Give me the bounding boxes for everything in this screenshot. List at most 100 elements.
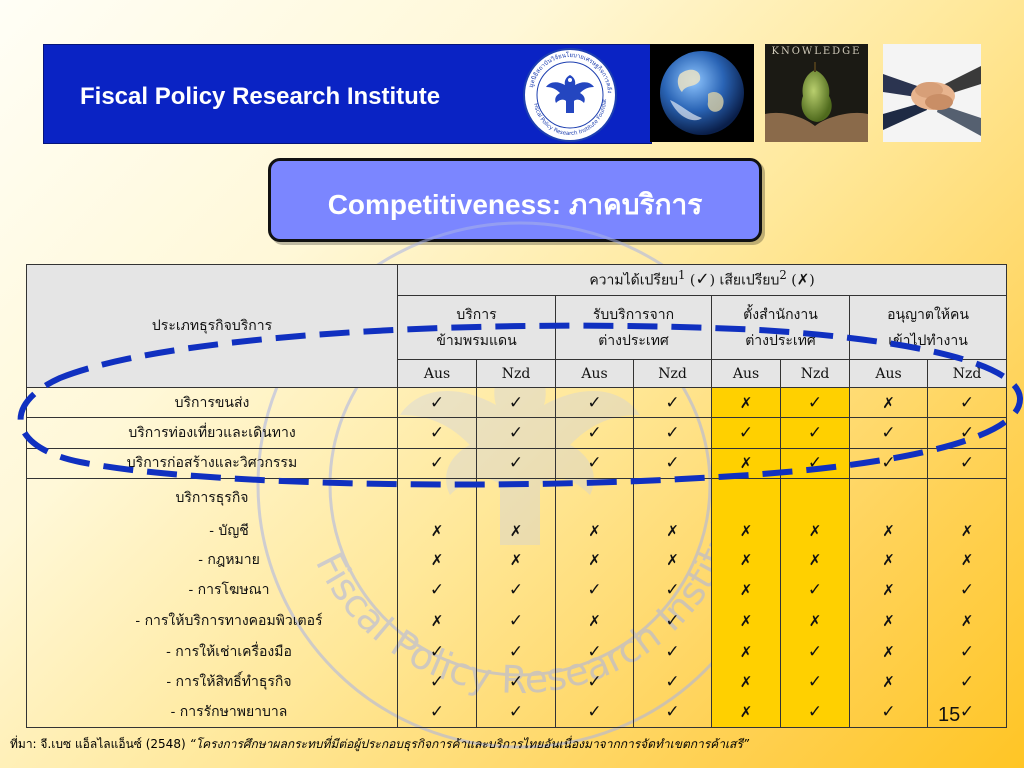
mark-cell: ✗	[555, 544, 634, 576]
check-mark-icon: ✓	[587, 422, 602, 443]
mark-cell: ✗	[849, 386, 928, 419]
table-row: - การให้เช่าเครื่องมือ ✓ ✓ ✓ ✓ ✗ ✓ ✗ ✓	[26, 636, 1008, 667]
mark-cell: ✓	[633, 605, 712, 637]
mark-cell: ✓	[397, 697, 477, 729]
mark-cell: ✗	[555, 516, 634, 545]
service-type-label: - การให้สิทธิ์ทำธุรกิจ	[26, 666, 398, 698]
institute-seal-logo: มูลนิธิสถาบันวิจัยนโยบายเศรษฐกิจการคลัง …	[522, 47, 617, 142]
mark-cell	[849, 477, 928, 517]
mark-cell: ✓	[476, 447, 556, 479]
mark-cell: ✓	[397, 575, 477, 606]
mark-cell: ✗	[849, 544, 928, 576]
cross-mark-icon: ✗	[882, 673, 895, 692]
mark-cell: ✗	[711, 666, 781, 698]
mark-cell: ✗	[711, 516, 781, 545]
mark-cell: ✓	[926, 417, 1008, 449]
mark-cell: ✗	[633, 516, 712, 545]
mark-cell: ✓	[476, 605, 556, 637]
mark-cell: ✓	[849, 697, 928, 729]
check-mark-icon: ✓	[959, 641, 975, 662]
cross-mark-icon: ✗	[739, 393, 753, 412]
mark-cell: ✗	[397, 605, 477, 637]
mark-cell: ✓	[397, 636, 477, 667]
check-mark-icon: ✓	[807, 672, 823, 693]
check-mark-icon: ✓	[587, 392, 602, 413]
check-mark-icon: ✓	[508, 580, 524, 601]
mark-cell: ✗	[849, 666, 928, 698]
knowledge-label: KNOWLEDGE	[771, 46, 862, 57]
mark-cell: ✓	[555, 417, 634, 449]
check-mark-icon: ✓	[881, 422, 896, 443]
mark-cell: ✗	[849, 575, 928, 606]
check-mark-icon: ✓	[587, 453, 602, 474]
mark-cell: ✓	[780, 636, 850, 667]
slide-title: Competitiveness: ภาคบริการ	[327, 189, 703, 220]
mark-cell: ✓	[780, 666, 850, 698]
table-row: - การโฆษณา ✓ ✓ ✓ ✓ ✗ ✓ ✗ ✓	[26, 575, 1008, 606]
check-mark-icon: ✓	[807, 392, 823, 413]
mark-cell: ✓	[555, 636, 634, 667]
mark-cell: ✓	[780, 447, 850, 479]
mark-cell: ✗	[926, 605, 1008, 637]
check-mark-icon: ✓	[959, 453, 975, 474]
service-competitiveness-table: ประเภทธุรกิจบริการ ความได้เปรียบ1 (✓) เส…	[26, 264, 1008, 729]
country-header-aus: Aus	[711, 359, 781, 388]
mark-cell: ✗	[633, 544, 712, 576]
mark-cell: ✓	[397, 666, 477, 698]
advantage-group-header: ความได้เปรียบ1 (✓) เสียเปรียบ2 (✗)	[396, 264, 1008, 296]
check-mark-icon: ✓	[881, 702, 896, 723]
cross-mark-icon: ✗	[666, 550, 679, 569]
cross-mark-icon: ✗	[882, 521, 895, 540]
mark-cell: ✗	[476, 544, 556, 576]
country-header-nzd: Nzd	[633, 359, 712, 388]
mark-cell: ✓	[555, 447, 634, 479]
check-mark-icon: ✓	[508, 453, 524, 474]
check-mark-icon: ✓	[959, 702, 975, 723]
country-header-aus: Aus	[555, 359, 634, 388]
mark-cell	[633, 477, 712, 517]
category-header: บริการ ข้ามพรมแดน	[397, 295, 556, 360]
cross-mark-icon: ✗	[509, 550, 523, 569]
cross-mark-icon: ✗	[882, 393, 895, 412]
table-row: - การให้สิทธิ์ทำธุรกิจ ✓ ✓ ✓ ✓ ✗ ✓ ✗ ✓	[26, 666, 1008, 698]
earth-photo	[650, 44, 754, 142]
mark-cell	[555, 477, 634, 517]
mark-cell: ✓	[926, 636, 1008, 667]
check-mark-icon: ✓	[665, 641, 680, 662]
mark-cell	[780, 477, 850, 517]
check-mark-icon: ✓	[807, 641, 823, 662]
country-header-aus: Aus	[397, 359, 477, 388]
mark-cell: ✗	[397, 544, 477, 576]
mark-cell: ✗	[780, 605, 850, 637]
check-mark-icon: ✓	[429, 702, 445, 723]
source-footnote: ที่มา: จี.เบซ แอ็ลไลแอ็นซ์ (2548) “โครงก…	[10, 735, 1015, 754]
table-row: - การให้บริการทางคอมพิวเตอร์ ✗ ✓ ✗ ✓ ✗ ✗ ✗ ✗	[26, 605, 1008, 637]
service-type-label: บริการท่องเที่ยวและเดินทาง	[26, 417, 398, 449]
cross-mark-icon: ✗	[588, 612, 601, 631]
check-mark-icon: ✓	[665, 453, 680, 474]
earth-globe-image	[650, 44, 754, 142]
check-mark-icon: ✓	[508, 392, 524, 413]
check-mark-icon: ✓	[665, 392, 680, 413]
mark-cell: ✓	[926, 447, 1008, 479]
check-mark-icon: ✓	[429, 672, 445, 693]
country-header-nzd: Nzd	[780, 359, 850, 388]
mark-cell: ✓	[397, 386, 477, 419]
category-header: อนุญาตให้คน เข้าไปทำงาน	[848, 295, 1008, 360]
mark-cell: ✓	[633, 697, 712, 729]
cross-mark-icon: ✗	[509, 521, 523, 540]
country-header-aus: Aus	[849, 359, 928, 388]
mark-cell: ✗	[711, 636, 781, 667]
check-mark-icon: ✓	[665, 672, 680, 693]
table-row: - การรักษาพยาบาล ✓ ✓ ✓ ✓ ✗ ✓ ✓ ✓	[26, 697, 1008, 729]
check-mark-icon: ✓	[587, 672, 602, 693]
cross-mark-icon: ✗	[739, 673, 753, 692]
cross-mark-icon: ✗	[882, 642, 895, 661]
mark-cell: ✓	[397, 417, 477, 449]
stacked-hands-image	[883, 44, 981, 142]
cross-mark-icon: ✗	[588, 521, 601, 540]
service-type-label: - กฎหมาย	[26, 544, 398, 576]
check-mark-icon: ✓	[508, 702, 524, 723]
check-mark-icon: ✓	[429, 453, 445, 474]
check-mark-icon: ✓	[959, 672, 975, 693]
